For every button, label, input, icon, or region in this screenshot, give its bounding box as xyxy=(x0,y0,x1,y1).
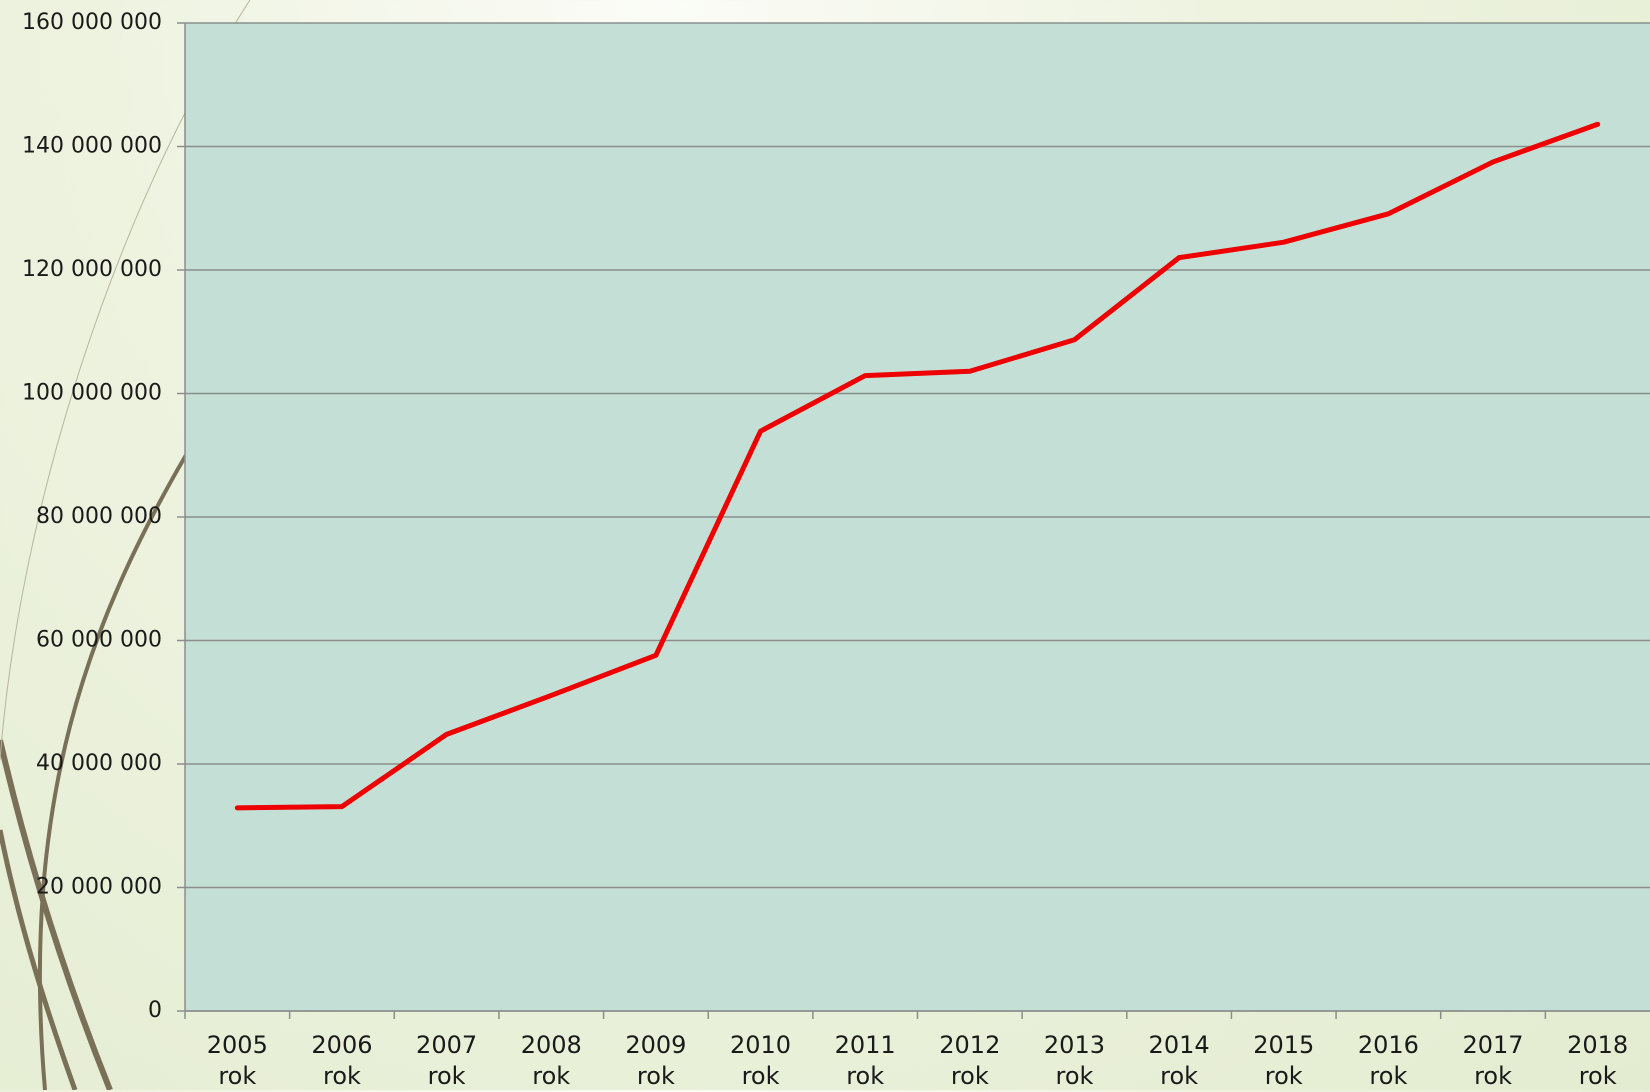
y-tick-label: 140 000 000 xyxy=(22,134,162,159)
x-tick-label: 2016 rok xyxy=(1357,1031,1419,1090)
y-tick-label: 120 000 000 xyxy=(22,257,162,282)
x-tick-label: 2011 rok xyxy=(834,1031,896,1090)
x-tick-label: 2005 rok xyxy=(206,1031,268,1090)
x-tick-label: 2012 rok xyxy=(939,1031,1001,1090)
x-tick-label: 2007 rok xyxy=(416,1031,478,1090)
y-tick-label: 100 000 000 xyxy=(22,381,162,406)
x-tick-label: 2006 rok xyxy=(311,1031,373,1090)
y-tick-label: 0 xyxy=(148,998,162,1023)
x-tick-label: 2014 rok xyxy=(1148,1031,1210,1090)
x-tick-label: 2010 rok xyxy=(729,1031,792,1090)
x-tick-label: 2009 rok xyxy=(625,1031,687,1090)
y-tick-label: 40 000 000 xyxy=(36,751,162,776)
x-tick-label: 2008 rok xyxy=(520,1031,582,1090)
x-tick-label: 2013 rok xyxy=(1043,1031,1105,1090)
x-tick-label: 2015 rok xyxy=(1253,1031,1315,1090)
y-tick-label: 80 000 000 xyxy=(36,504,162,529)
x-tick-label: 2018 rok xyxy=(1567,1031,1629,1090)
y-tick-label: 20 000 000 xyxy=(36,875,162,900)
y-tick-label: 160 000 000 xyxy=(22,10,162,35)
line-series xyxy=(234,121,1601,811)
y-tick-label: 60 000 000 xyxy=(36,628,162,653)
x-tick-label: 2017 rok xyxy=(1462,1031,1524,1090)
